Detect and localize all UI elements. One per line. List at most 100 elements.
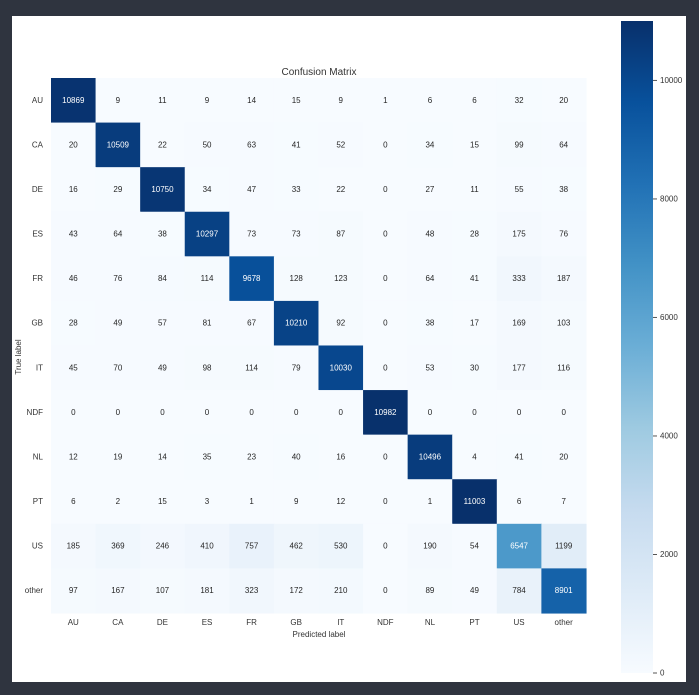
colorbar-tick-label: 4000 (660, 431, 678, 440)
cell-value: 9678 (243, 274, 261, 283)
heatmap-cell (273, 211, 320, 257)
cell-value: 48 (425, 230, 434, 239)
heatmap-cell (95, 211, 141, 257)
heatmap-cell (95, 434, 141, 480)
heatmap-cell (229, 523, 275, 569)
cell-value: 64 (425, 274, 434, 283)
cell-value: 98 (203, 363, 212, 372)
cell-value: 1 (249, 497, 254, 506)
cell-value: 12 (69, 452, 78, 461)
heatmap-cell (452, 568, 498, 614)
heatmap-cell (541, 167, 587, 213)
cell-value: 11 (470, 185, 479, 194)
y-tick-label: DE (32, 185, 43, 194)
cell-value: 38 (425, 319, 434, 328)
cell-value: 20 (69, 140, 78, 149)
heatmap-cell (452, 345, 498, 391)
x-tick-label: AU (68, 618, 79, 627)
y-tick-label: IT (36, 363, 43, 372)
cell-value: 15 (158, 497, 167, 506)
heatmap-cell (140, 256, 186, 302)
y-tick-label: FR (32, 274, 43, 283)
colorbar-tick-label: 2000 (660, 550, 678, 559)
cell-value: 0 (383, 230, 388, 239)
heatmap-cell (318, 434, 364, 480)
cell-value: 89 (425, 586, 434, 595)
heatmap-cell (363, 167, 409, 213)
heatmap-cell (95, 300, 141, 347)
heatmap-cell (273, 345, 320, 391)
heatmap-cell (318, 523, 364, 569)
cell-value: 64 (559, 140, 568, 149)
heatmap-cell (229, 256, 275, 302)
cell-value: 28 (69, 319, 78, 328)
heatmap-cell (273, 122, 320, 168)
cell-value: 33 (292, 185, 301, 194)
cell-value: 57 (158, 319, 167, 328)
heatmap-cell (229, 345, 275, 391)
cell-value: 73 (292, 230, 301, 239)
cell-value: 169 (512, 319, 526, 328)
heatmap-cell (51, 568, 97, 614)
cell-value: 9 (339, 96, 344, 105)
cell-value: 0 (160, 408, 165, 417)
heatmap-cell (95, 256, 141, 302)
cell-value: 0 (517, 408, 522, 417)
cell-value: 38 (559, 185, 568, 194)
cell-value: 81 (203, 319, 212, 328)
heatmap-cell (273, 167, 320, 213)
x-tick-label: other (555, 618, 574, 627)
colorbar-tick-label: 0 (660, 669, 665, 678)
heatmap-cell (363, 211, 409, 257)
colorbar-ticks: 0 2000 4000 6000 8000 10000 (653, 76, 683, 678)
x-tick-label: IT (337, 618, 344, 627)
y-tick-label: PT (33, 497, 43, 506)
cell-value: 17 (470, 319, 479, 328)
y-axis-label: True label (14, 339, 23, 375)
x-tick-label: CA (112, 618, 124, 627)
heatmap-cell (496, 300, 542, 347)
cell-value: 20 (559, 96, 568, 105)
heatmap-cell (184, 256, 230, 302)
cell-value: 7 (561, 497, 566, 506)
cell-value: 10750 (151, 185, 174, 194)
heatmap-cell (407, 167, 453, 213)
cell-value: 9 (205, 96, 210, 105)
x-tick-label: PT (469, 618, 479, 627)
cell-value: 0 (383, 274, 388, 283)
heatmap-cell (496, 122, 542, 168)
cell-value: 530 (334, 542, 348, 551)
heatmap-cell (452, 300, 498, 347)
heatmap-cell (95, 479, 141, 525)
cell-value: 49 (113, 319, 122, 328)
cell-value: 27 (425, 185, 434, 194)
confusion-matrix-chart: Confusion Matrix 10869 9 11 9 14 15 9 1 6 6 32 2020… (14, 21, 683, 678)
heatmap-cell (318, 122, 364, 168)
cell-value: 116 (557, 363, 570, 372)
y-tick-label: NL (33, 452, 44, 461)
heatmap-cell (496, 211, 542, 257)
cell-value: 462 (290, 542, 304, 551)
cell-value: 79 (292, 363, 301, 372)
cell-value: 28 (470, 230, 479, 239)
cell-value: 0 (561, 408, 566, 417)
cell-value: 114 (201, 274, 214, 283)
heatmap-cell (51, 390, 97, 436)
heatmap-cell (496, 78, 542, 124)
cell-value: 22 (336, 185, 345, 194)
heatmap-cell (51, 211, 97, 257)
colorbar-tick-label: 10000 (660, 76, 683, 85)
heatmap-cell (51, 122, 97, 168)
cell-value: 47 (247, 185, 256, 194)
cell-value: 32 (515, 96, 524, 105)
cell-value: 53 (425, 363, 434, 372)
cell-value: 0 (383, 140, 388, 149)
cell-value: 9 (116, 96, 121, 105)
heatmap-cell (95, 390, 141, 436)
cell-value: 6547 (510, 542, 528, 551)
heatmap-cell (407, 345, 453, 391)
heatmap-cell (318, 479, 364, 525)
heatmap-cell (95, 78, 141, 124)
cell-value: 35 (203, 452, 212, 461)
heatmap-cell (541, 479, 587, 525)
